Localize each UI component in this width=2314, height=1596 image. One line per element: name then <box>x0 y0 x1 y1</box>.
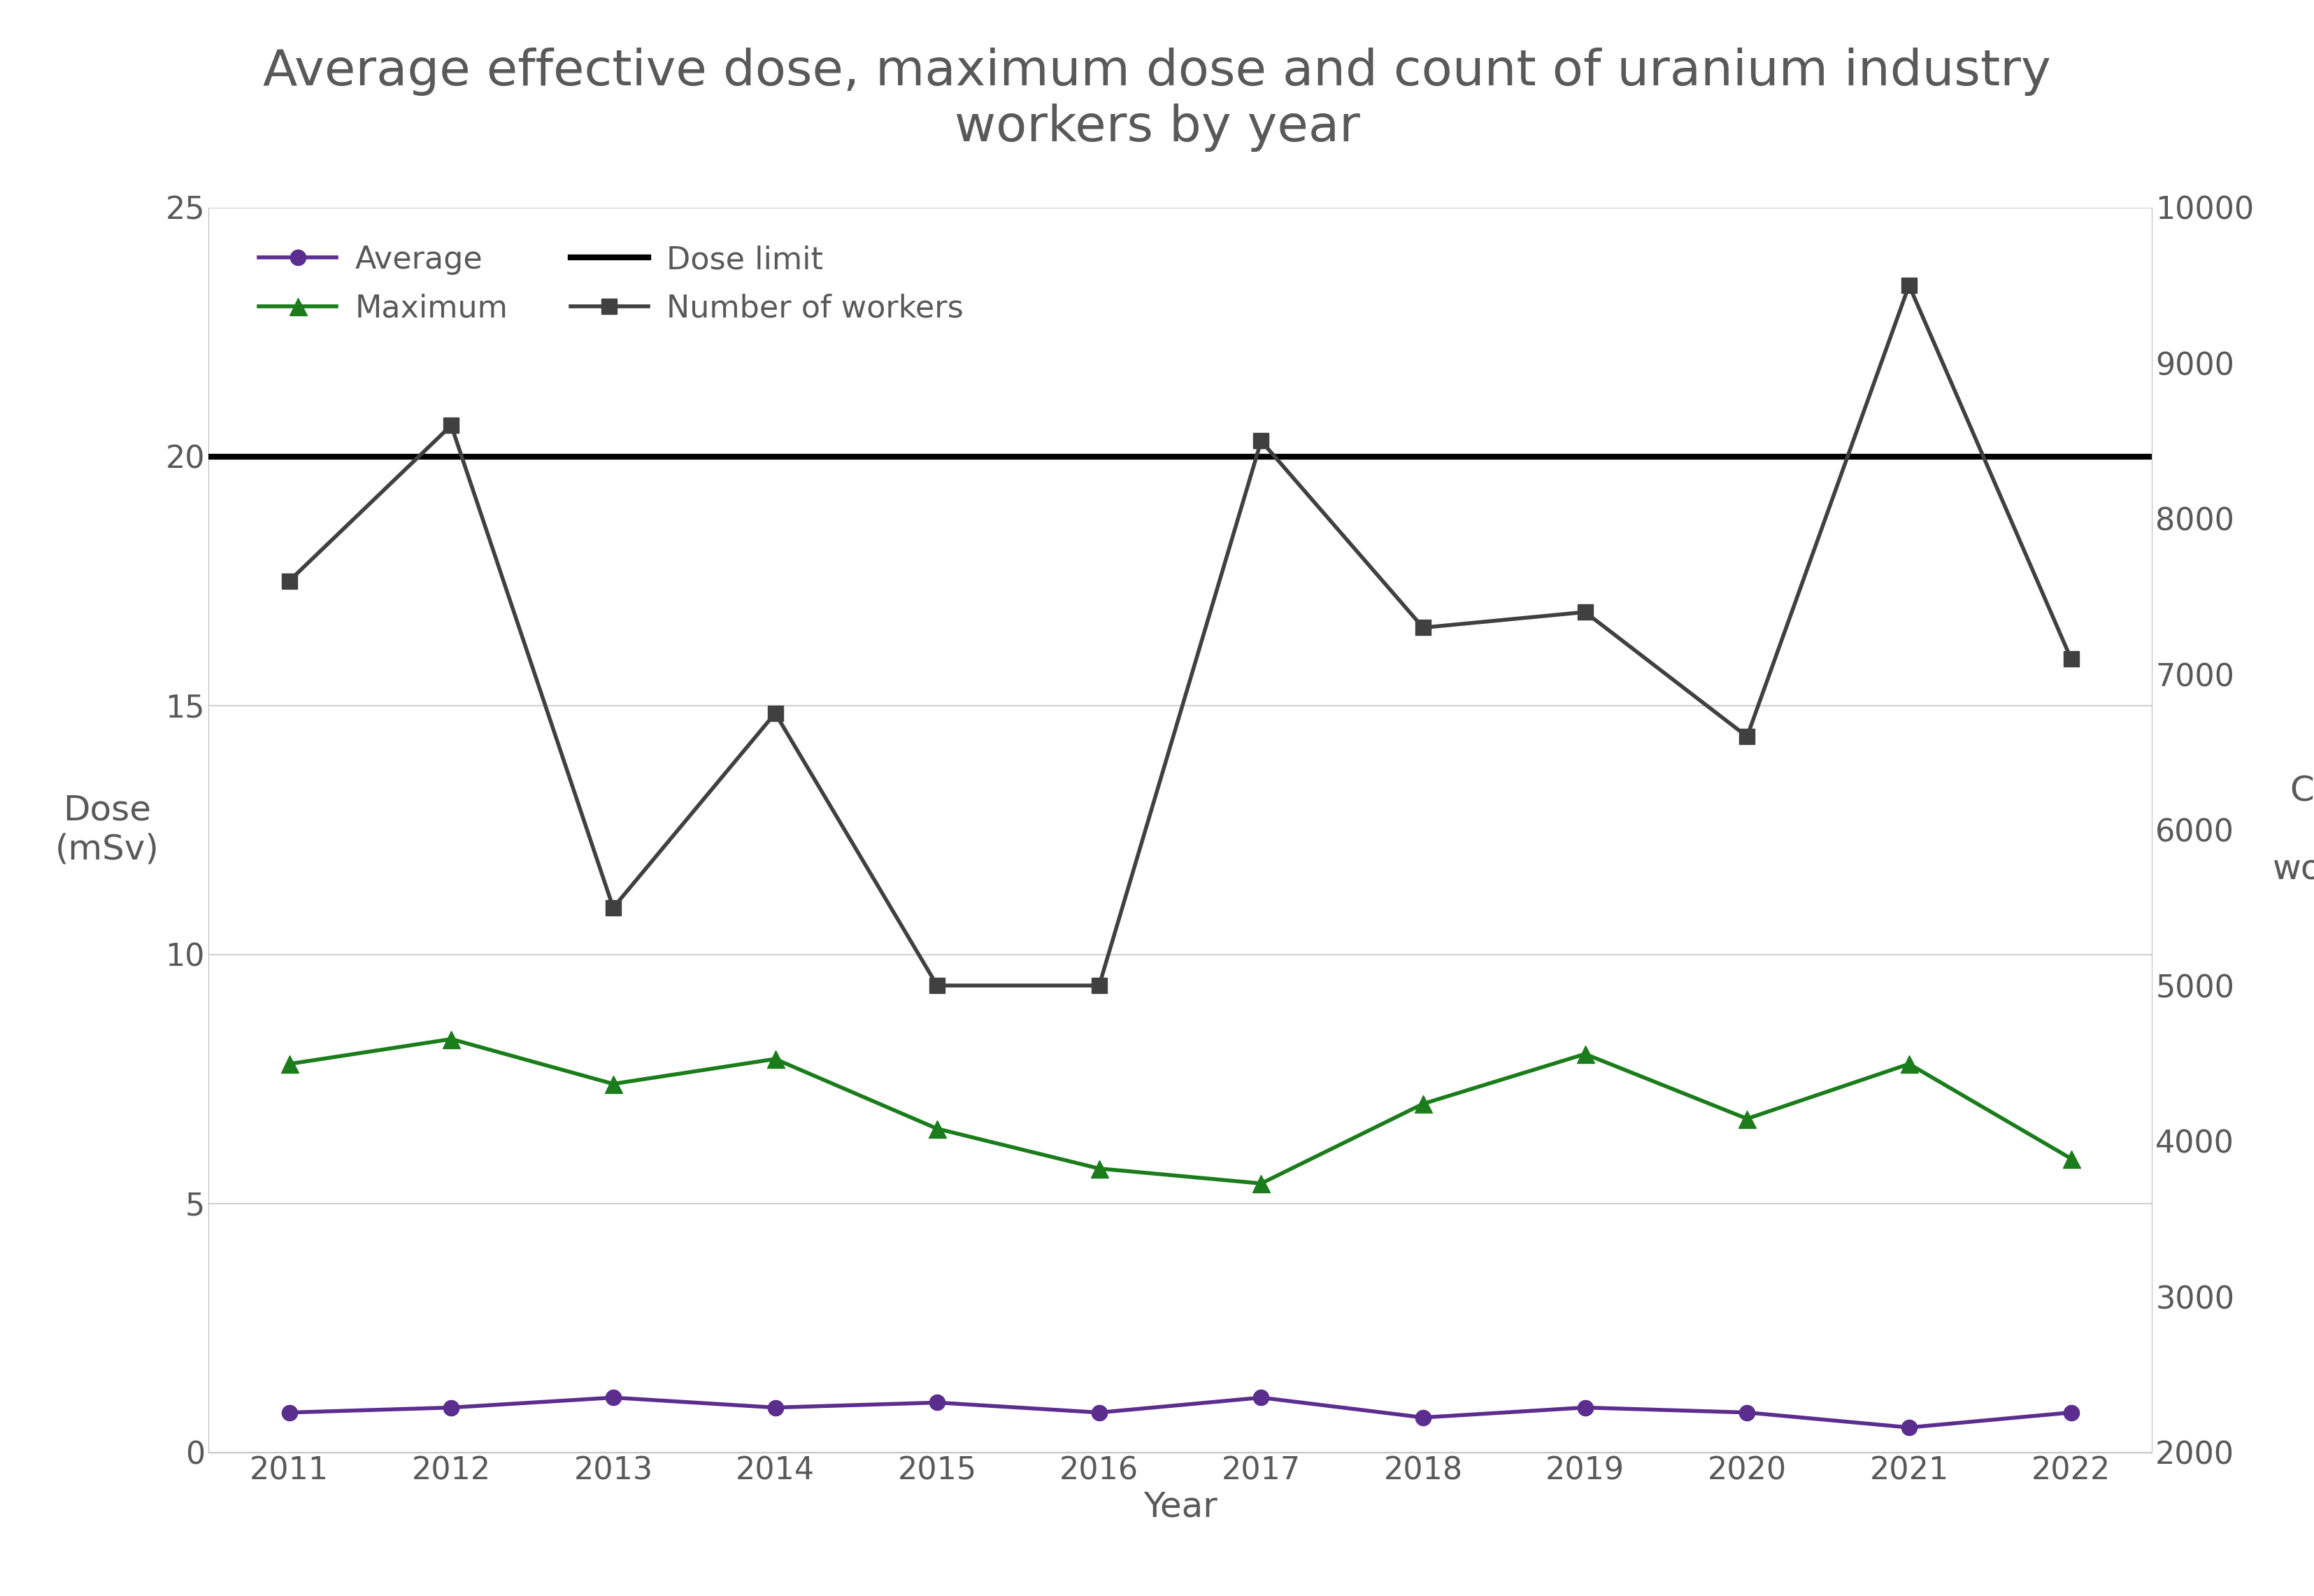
Maximum <box>1895 1055 1923 1074</box>
Average <box>1733 1403 1761 1422</box>
Maximum <box>923 1119 951 1138</box>
Average <box>761 1398 789 1417</box>
Maximum <box>1247 1175 1275 1194</box>
Number of workers <box>1733 728 1761 747</box>
Maximum <box>437 1029 465 1049</box>
Number of workers <box>1409 618 1437 637</box>
Number of workers <box>599 899 627 918</box>
Number of workers <box>437 417 465 436</box>
Maximum <box>2057 1149 2085 1168</box>
Legend: Average, Maximum, Dose limit, Number of workers: Average, Maximum, Dose limit, Number of … <box>243 230 979 338</box>
Text: Average effective dose, maximum dose and count of uranium industry
workers by ye: Average effective dose, maximum dose and… <box>264 48 2050 152</box>
Maximum <box>599 1074 627 1093</box>
Average <box>2057 1403 2085 1422</box>
Average <box>923 1393 951 1412</box>
Maximum <box>1571 1044 1599 1063</box>
Average <box>1409 1408 1437 1427</box>
Number of workers <box>761 704 789 723</box>
Number of workers <box>923 977 951 996</box>
Line: Maximum: Maximum <box>280 1031 2080 1192</box>
Y-axis label: Dose
(mSv): Dose (mSv) <box>56 793 160 867</box>
Number of workers <box>1085 977 1113 996</box>
Number of workers <box>1571 603 1599 622</box>
Number of workers <box>2057 650 2085 669</box>
Line: Number of workers: Number of workers <box>282 278 2078 993</box>
Y-axis label: Count
of
workers: Count of workers <box>2272 774 2314 886</box>
Maximum <box>1085 1159 1113 1178</box>
Average <box>275 1403 303 1422</box>
X-axis label: Year: Year <box>1143 1489 1217 1523</box>
Average <box>1895 1417 1923 1436</box>
Number of workers <box>1895 276 1923 295</box>
Number of workers <box>1247 431 1275 450</box>
Average <box>1085 1403 1113 1422</box>
Number of workers <box>275 571 303 591</box>
Maximum <box>1409 1095 1437 1114</box>
Maximum <box>275 1055 303 1074</box>
Maximum <box>1733 1109 1761 1128</box>
Average <box>1571 1398 1599 1417</box>
Line: Average: Average <box>282 1390 2078 1435</box>
Average <box>437 1398 465 1417</box>
Maximum <box>761 1050 789 1069</box>
Average <box>1247 1389 1275 1408</box>
Average <box>599 1389 627 1408</box>
